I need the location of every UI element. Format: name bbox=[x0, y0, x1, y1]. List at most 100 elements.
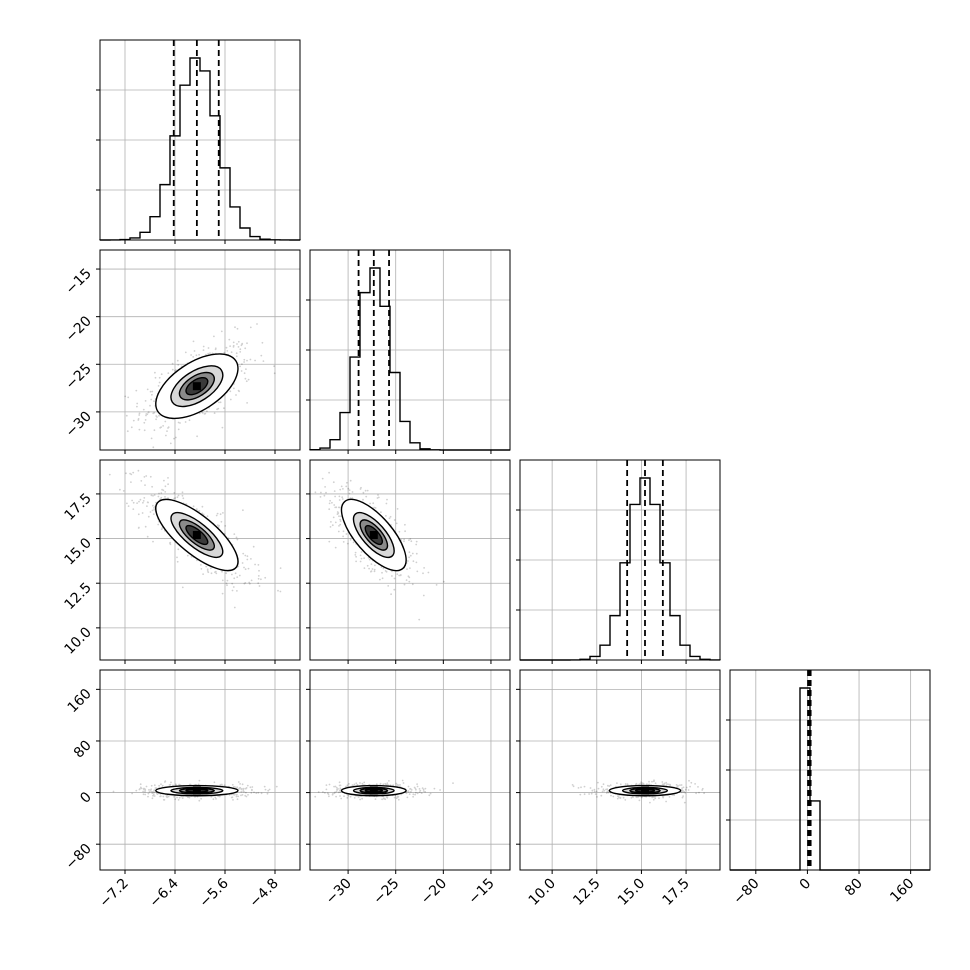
scatter-point bbox=[136, 502, 139, 504]
scatter-point bbox=[338, 784, 341, 787]
scatter-point bbox=[256, 323, 258, 325]
scatter-point bbox=[257, 575, 260, 577]
scatter-point bbox=[260, 792, 263, 795]
scatter-point bbox=[390, 593, 392, 596]
scatter-point bbox=[181, 494, 184, 497]
scatter-point bbox=[160, 528, 163, 531]
scatter-point bbox=[196, 435, 199, 438]
scatter-point bbox=[248, 581, 251, 584]
scatter-point bbox=[175, 436, 177, 439]
scatter-point bbox=[266, 792, 269, 795]
y-tick-label: 0 bbox=[77, 789, 95, 807]
scatter-point bbox=[682, 789, 684, 792]
scatter-point bbox=[387, 585, 390, 587]
scatter-point bbox=[354, 551, 357, 554]
scatter-point bbox=[646, 783, 648, 786]
scatter-point bbox=[147, 792, 150, 795]
scatter-point bbox=[442, 580, 445, 583]
scatter-point bbox=[218, 401, 220, 404]
scatter-point bbox=[325, 788, 328, 791]
scatter-point bbox=[388, 780, 390, 782]
scatter-point bbox=[152, 412, 155, 415]
scatter-point bbox=[242, 552, 245, 555]
scatter-point bbox=[242, 787, 245, 790]
scatter-point bbox=[154, 787, 157, 789]
scatter-point bbox=[661, 783, 664, 786]
scatter-point bbox=[157, 523, 160, 526]
scatter-point bbox=[240, 790, 243, 793]
scatter-point bbox=[591, 789, 594, 792]
scatter-point bbox=[596, 796, 598, 798]
scatter-point bbox=[423, 567, 425, 569]
hist-panel-3 bbox=[726, 669, 931, 871]
scatter-point bbox=[119, 488, 121, 491]
scatter-point bbox=[236, 343, 238, 345]
scatter-point bbox=[170, 781, 172, 784]
scatter-point bbox=[237, 389, 240, 392]
scatter-point bbox=[583, 793, 586, 796]
scatter-point bbox=[239, 783, 242, 785]
scatter-point bbox=[174, 783, 177, 786]
scatter-point bbox=[361, 782, 364, 785]
scatter-point bbox=[237, 346, 240, 348]
scatter-point bbox=[637, 796, 640, 798]
scatter-point bbox=[221, 579, 224, 582]
scatter-point bbox=[250, 792, 253, 794]
scatter-point bbox=[698, 791, 700, 794]
scatter-point bbox=[258, 569, 260, 572]
scatter-point bbox=[337, 791, 340, 794]
scatter-point bbox=[233, 387, 235, 390]
scatter-point bbox=[607, 791, 610, 794]
scatter-point bbox=[239, 365, 242, 368]
scatter-point bbox=[151, 791, 154, 793]
scatter-point bbox=[373, 570, 376, 573]
scatter-point bbox=[247, 794, 249, 796]
scatter-point bbox=[342, 541, 345, 543]
scatter-point bbox=[219, 513, 222, 516]
scatter-point bbox=[235, 536, 238, 539]
scatter-point bbox=[410, 540, 413, 543]
scatter-point bbox=[675, 784, 678, 786]
scatter-point bbox=[139, 788, 141, 790]
scatter-point bbox=[195, 508, 198, 511]
scatter-point bbox=[144, 419, 147, 421]
scatter-point bbox=[609, 784, 612, 786]
scatter-point bbox=[340, 797, 343, 800]
scatter-point bbox=[340, 515, 342, 518]
scatter-point bbox=[412, 560, 415, 563]
scatter-point bbox=[339, 788, 342, 790]
scatter-point bbox=[400, 539, 403, 541]
scatter-point bbox=[130, 473, 133, 476]
scatter-point bbox=[221, 592, 224, 595]
scatter-point bbox=[334, 521, 337, 524]
scatter-point bbox=[125, 472, 127, 475]
scatter-point bbox=[366, 489, 369, 492]
x-tick-label: 12.5 bbox=[570, 876, 603, 909]
scatter-panel-3-2 bbox=[519, 669, 721, 871]
scatter-point bbox=[207, 571, 210, 574]
scatter-point bbox=[127, 505, 130, 507]
scatter-point bbox=[163, 799, 166, 801]
scatter-point bbox=[173, 497, 176, 500]
scatter-point bbox=[251, 789, 253, 792]
scatter-point bbox=[397, 784, 400, 786]
scatter-point bbox=[232, 799, 234, 801]
scatter-point bbox=[418, 791, 421, 793]
scatter-point bbox=[144, 525, 147, 528]
scatter-point bbox=[321, 477, 324, 480]
scatter-point bbox=[605, 792, 608, 794]
scatter-panel-1-0 bbox=[99, 249, 301, 451]
scatter-point bbox=[273, 372, 276, 375]
scatter-point bbox=[336, 789, 339, 791]
scatter-point bbox=[224, 525, 227, 527]
scatter-point bbox=[359, 554, 362, 557]
scatter-point bbox=[591, 789, 594, 792]
scatter-point bbox=[237, 795, 240, 798]
scatter-point bbox=[220, 520, 223, 523]
scatter-point bbox=[248, 582, 251, 585]
scatter-point bbox=[381, 798, 383, 801]
scatter-point bbox=[640, 782, 642, 785]
scatter-point bbox=[433, 787, 436, 790]
scatter-point bbox=[225, 572, 228, 575]
scatter-point bbox=[181, 491, 184, 494]
